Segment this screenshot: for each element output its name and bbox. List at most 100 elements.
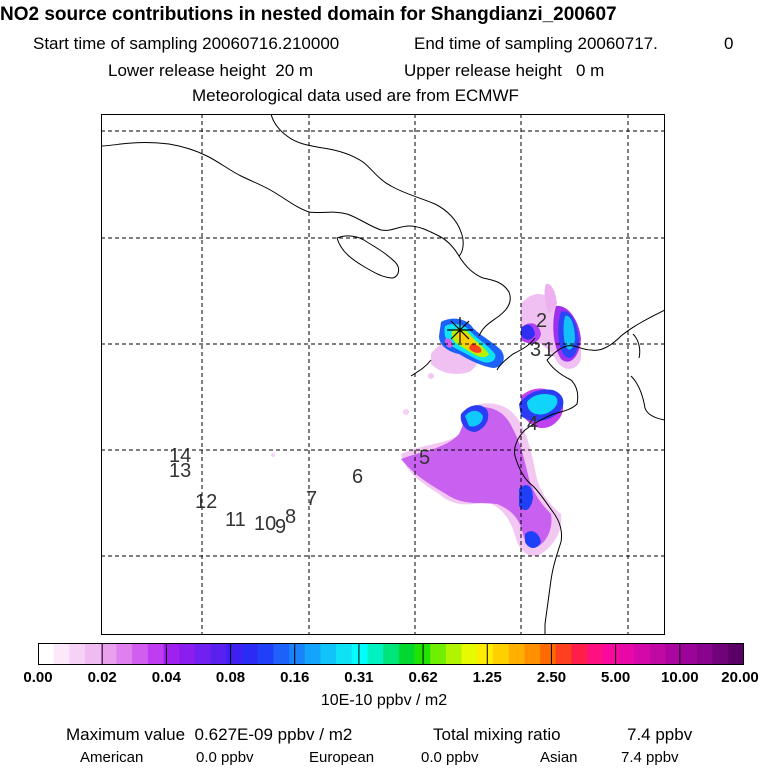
lower-release-label: Lower release height	[108, 61, 266, 80]
colorbar-swatch	[241, 643, 259, 665]
max-value-line: Maximum value 0.627E-09 ppbv / m2	[66, 725, 352, 745]
receptor-star-icon	[447, 317, 473, 343]
colorbar-tick-label: 0.04	[151, 669, 181, 686]
plume-cyan-ne	[563, 315, 575, 350]
plume-blue-n	[521, 324, 535, 340]
colorbar-swatch	[163, 643, 180, 665]
colorbar-swatch	[38, 643, 55, 665]
asian-value: 7.4 ppbv	[621, 749, 679, 766]
colorbar-tick-label: 0.16	[280, 669, 310, 686]
colorbar-swatch	[540, 643, 557, 665]
colorbar	[37, 643, 745, 665]
colorbar-swatch	[477, 643, 494, 665]
map-frame	[101, 114, 665, 635]
colorbar-swatch	[289, 643, 306, 665]
coastline-korea-n	[632, 333, 641, 359]
colorbar-swatch	[555, 643, 572, 665]
colorbar-swatch	[210, 643, 227, 665]
colorbar-swatch	[367, 643, 384, 665]
colorbar-tick-label: 0.08	[215, 669, 246, 686]
map-svg: 2 3 1 4 5 6 7 8 9 10 11 12 13 14	[101, 114, 665, 635]
traj-label-7: 7	[306, 488, 317, 510]
traj-label-1: 1	[543, 339, 554, 361]
colorbar-tick-label: 2.50	[536, 669, 567, 686]
colorbar-swatch	[194, 643, 212, 665]
colorbar-swatch	[132, 643, 149, 665]
graticule	[101, 114, 665, 635]
coastline-east	[458, 255, 511, 337]
colorbar-swatch	[649, 643, 667, 665]
max-value: 0.627E-09 ppbv / m2	[194, 725, 353, 744]
colorbar-tick-label: 5.00	[601, 669, 631, 686]
end-time-extra: 0	[724, 34, 734, 53]
traj-label-5: 5	[419, 447, 430, 469]
coastline-south	[514, 455, 562, 543]
total-mixing-value: 7.4 ppbv	[627, 725, 693, 744]
colorbar-swatch	[398, 643, 416, 665]
upper-release-label: Upper release height	[404, 61, 562, 80]
colorbar-tick-label: 0.31	[344, 669, 374, 686]
colorbar-swatch	[461, 643, 478, 665]
colorbar-swatch	[524, 643, 541, 665]
plume-cyan-2	[527, 394, 558, 415]
colorbar-swatch	[226, 643, 243, 665]
colorbar-swatch	[179, 643, 196, 665]
traj-label-2: 2	[536, 310, 547, 332]
speck-2	[403, 409, 409, 415]
traj-label-3: 3	[530, 339, 541, 361]
colorbar-swatch	[383, 643, 400, 665]
coastline-gulf	[546, 359, 579, 415]
colorbar-swatch	[273, 643, 290, 665]
colorbar-swatch	[712, 643, 729, 665]
lower-release-value: 20 m	[275, 61, 314, 80]
met-data-line: Meteorological data used are from ECMWF	[192, 86, 519, 105]
trajectory-labels: 2 3 1 4 5 6 7 8 9 10 11 12 13 14	[169, 310, 554, 538]
upper-release-value: 0 m	[576, 61, 605, 80]
colorbar-units: 10E-10 ppbv / m2	[320, 692, 448, 709]
colorbar-swatch	[69, 643, 86, 665]
speck-1	[428, 373, 434, 379]
colorbar-swatch	[618, 643, 635, 665]
coastline-main	[101, 114, 464, 257]
colorbar-swatch	[351, 643, 368, 665]
colorbar-swatch	[571, 643, 588, 665]
colorbar-tick-label: 20.00	[721, 669, 759, 686]
asian-label: Asian	[540, 749, 578, 766]
map-panel: 2 3 1 4 5 6 7 8 9 10 11 12 13 14	[101, 114, 665, 635]
upper-release-line: Upper release height 0 m	[404, 61, 604, 81]
traj-label-14: 14	[169, 445, 191, 467]
colorbar-swatch	[681, 643, 698, 665]
colorbar-swatch	[430, 643, 447, 665]
total-mixing-label: Total mixing ratio	[433, 725, 561, 744]
traj-label-12: 12	[195, 491, 217, 513]
max-value-label: Maximum value	[66, 725, 186, 744]
colorbar-swatch	[304, 643, 321, 665]
colorbar-tick-label: 0.62	[408, 669, 438, 686]
colorbar-swatch	[587, 643, 604, 665]
plume-blue-4	[525, 531, 541, 548]
traj-label-8: 8	[285, 506, 296, 528]
coastline-island	[336, 235, 400, 279]
colorbar-swatch	[508, 643, 525, 665]
start-time-value: 20060716.210000	[202, 34, 340, 53]
plume-streak	[544, 283, 557, 314]
traj-label-11: 11	[225, 509, 246, 531]
colorbar-swatch	[257, 643, 274, 665]
traj-label-6: 6	[352, 466, 363, 488]
european-label: European	[309, 749, 375, 766]
coastline-sea	[546, 309, 665, 361]
traj-label-10: 10	[254, 513, 276, 535]
american-label: American	[80, 749, 144, 766]
colorbar-tick-label: 0.02	[87, 669, 117, 686]
plume-blue-3	[519, 485, 533, 511]
traj-label-9: 9	[275, 516, 286, 538]
colorbar-swatch	[85, 643, 102, 665]
end-time-value: 20060717.	[577, 34, 658, 53]
european-value: 0.0 ppbv	[421, 749, 479, 766]
start-time-label: Start time of sampling	[33, 34, 198, 53]
colorbar-border	[38, 643, 744, 665]
colorbar-tick-label: 1.25	[472, 669, 502, 686]
colorbar-swatch	[320, 643, 337, 665]
plume-cyan-1	[465, 410, 483, 427]
colorbar-swatch	[634, 643, 651, 665]
